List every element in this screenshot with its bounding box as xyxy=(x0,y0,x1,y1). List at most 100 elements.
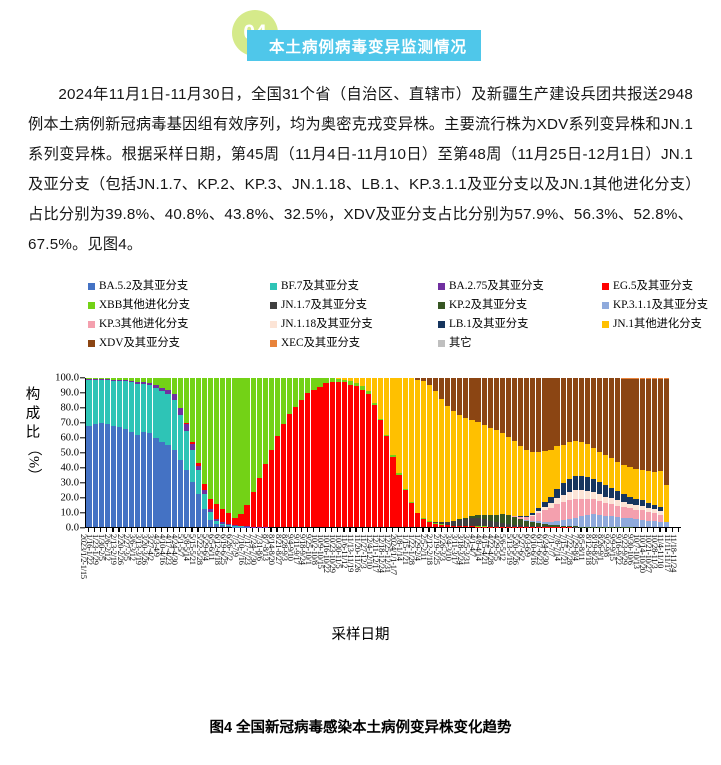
x-tick-mark xyxy=(118,528,119,532)
x-tick-mark xyxy=(355,528,356,532)
bar-column xyxy=(591,378,596,527)
bar-segment xyxy=(281,424,286,527)
bar-column xyxy=(403,378,408,527)
bar-segment xyxy=(135,435,140,527)
section-title-bar: 本土病例病毒变异监测情况 xyxy=(247,30,481,61)
x-tick-mark xyxy=(276,528,277,532)
legend-swatch-icon xyxy=(88,302,95,309)
bar-segment xyxy=(372,378,377,403)
bar-column xyxy=(500,378,505,527)
bar-column xyxy=(573,378,578,527)
x-tick-label: 11/18-11/24 xyxy=(669,534,678,572)
bar-segment xyxy=(500,514,505,523)
bar-column xyxy=(421,378,426,527)
bar-column xyxy=(93,378,98,527)
bar-column xyxy=(141,378,146,527)
x-tick-mark xyxy=(678,528,679,532)
bar-segment xyxy=(293,378,298,407)
bar-segment xyxy=(232,518,237,526)
bar-segment xyxy=(561,445,566,483)
bar-column xyxy=(415,378,420,527)
bar-segment xyxy=(451,411,456,520)
bar-segment xyxy=(463,378,468,418)
bar-segment xyxy=(105,424,110,527)
bar-segment xyxy=(244,505,249,527)
x-tick-mark xyxy=(337,528,338,532)
bar-segment xyxy=(591,448,596,479)
x-tick-mark xyxy=(240,528,241,532)
legend-swatch-icon xyxy=(270,302,277,309)
legend-item: XEC及其亚分支 xyxy=(270,335,438,351)
bar-segment xyxy=(257,478,262,527)
bar-segment xyxy=(469,420,474,516)
bar-segment xyxy=(658,471,663,507)
bar-segment xyxy=(123,381,128,429)
legend-label: KP.2及其亚分支 xyxy=(449,297,527,313)
bar-segment xyxy=(99,423,104,527)
x-tick-mark xyxy=(495,528,496,532)
x-tick-mark xyxy=(520,528,521,532)
bar-column xyxy=(378,378,383,527)
bar-segment xyxy=(573,476,578,490)
legend-label: BA.5.2及其亚分支 xyxy=(99,278,188,294)
bar-segment xyxy=(390,457,395,527)
bar-segment xyxy=(159,378,164,388)
bar-segment xyxy=(165,394,170,445)
bar-column xyxy=(336,378,341,527)
legend-item: BA.5.2及其亚分支 xyxy=(88,278,270,294)
bar-segment xyxy=(93,380,98,425)
bar-column xyxy=(530,378,535,527)
x-tick-mark xyxy=(258,528,259,532)
bar-segment xyxy=(627,379,632,467)
bar-segment xyxy=(548,378,553,450)
bar-column xyxy=(427,378,432,527)
bar-segment xyxy=(457,378,462,415)
bar-segment xyxy=(579,499,584,516)
bar-segment xyxy=(646,379,651,471)
bar-column xyxy=(488,378,493,527)
bar-column xyxy=(159,378,164,527)
bar-segment xyxy=(86,426,91,527)
bar-column xyxy=(232,378,237,527)
bar-column xyxy=(172,378,177,527)
x-tick-mark xyxy=(514,528,515,532)
bar-segment xyxy=(275,436,280,527)
y-tick-label: 80.0 xyxy=(60,403,79,414)
bar-segment xyxy=(488,378,493,428)
bar-segment xyxy=(178,415,183,460)
bar-column xyxy=(646,378,651,527)
bar-segment xyxy=(251,378,256,492)
x-tick-mark xyxy=(106,528,107,532)
bar-segment xyxy=(627,467,632,496)
legend-item: EG.5及其亚分支 xyxy=(602,278,721,294)
bar-segment xyxy=(469,526,474,527)
bar-segment xyxy=(214,524,219,527)
bar-column xyxy=(463,378,468,527)
bar-segment xyxy=(141,384,146,432)
bar-segment xyxy=(664,485,669,522)
bar-segment xyxy=(542,510,547,521)
x-tick-mark xyxy=(289,528,290,532)
section-title: 本土病例病毒变异监测情况 xyxy=(269,35,467,57)
y-tick-label: 50.0 xyxy=(60,448,79,459)
bar-segment xyxy=(554,504,559,521)
x-tick-mark xyxy=(593,528,594,532)
x-tick-mark xyxy=(538,528,539,532)
bar-segment xyxy=(579,476,584,491)
legend-item: XBB其他进化分支 xyxy=(88,297,270,313)
bar-segment xyxy=(633,519,638,527)
bar-column xyxy=(469,378,474,527)
bar-segment xyxy=(603,378,608,455)
x-tick-mark xyxy=(374,528,375,532)
bar-column xyxy=(275,378,280,527)
x-tick-mark xyxy=(453,528,454,532)
x-tick-mark xyxy=(641,528,642,532)
bar-column xyxy=(609,378,614,527)
bar-segment xyxy=(178,460,183,527)
legend-label: LB.1及其亚分支 xyxy=(449,316,528,332)
x-tick-mark xyxy=(173,528,174,532)
bar-segment xyxy=(548,508,553,522)
y-tick-label: 70.0 xyxy=(60,418,79,429)
bar-column xyxy=(567,378,572,527)
bar-segment xyxy=(263,464,268,527)
